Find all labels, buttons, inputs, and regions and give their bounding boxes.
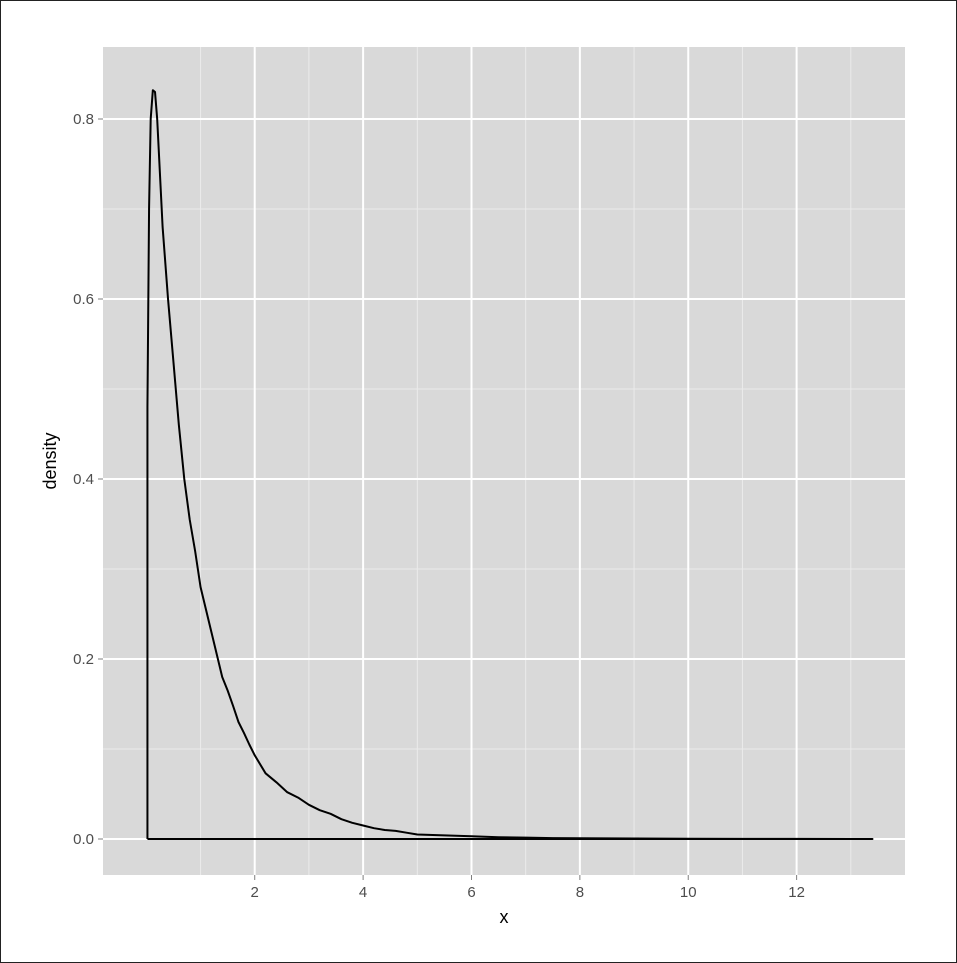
plot-panel [103,47,905,875]
y-tick-label: 0.0 [73,831,94,848]
x-axis-title: x [500,907,509,927]
y-tick-label: 0.4 [73,471,94,488]
x-tick-label: 10 [680,884,697,901]
density-line [146,89,874,840]
y-tick-label: 0.6 [73,291,94,308]
x-tick-label: 4 [359,884,367,901]
y-tick-label: 0.8 [73,111,94,128]
x-tick-label: 6 [467,884,475,901]
x-tick-label: 12 [788,884,805,901]
y-axis-title: density [40,432,60,489]
x-tick-label: 2 [251,884,259,901]
y-tick-label: 0.2 [73,651,94,668]
x-tick-label: 8 [576,884,584,901]
